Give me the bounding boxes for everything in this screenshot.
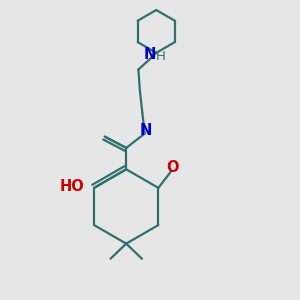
Text: N: N [140, 123, 152, 138]
Text: H: H [155, 50, 165, 63]
Text: HO: HO [59, 179, 84, 194]
Text: O: O [167, 160, 179, 175]
Text: N: N [144, 47, 157, 62]
